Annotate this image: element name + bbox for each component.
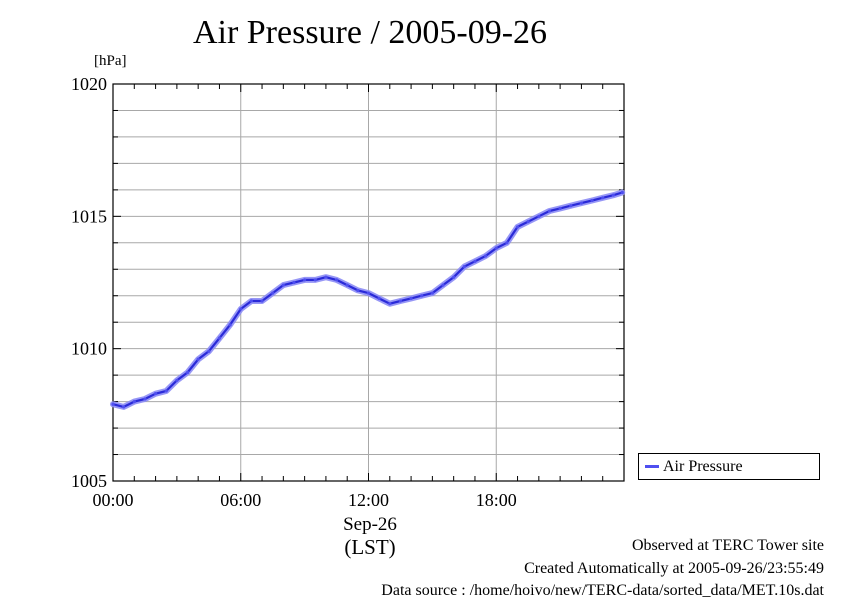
data-point (515, 225, 520, 229)
data-point (281, 283, 285, 287)
data-point (175, 378, 179, 383)
data-point (601, 196, 605, 200)
data-point (260, 299, 264, 303)
x-tick-label: 12:00 (348, 490, 389, 510)
data-point (313, 278, 317, 282)
data-point (505, 241, 509, 245)
data-point (324, 275, 328, 279)
data-point (430, 291, 434, 295)
x-tick-label: 00:00 (92, 490, 133, 510)
data-point (303, 278, 307, 282)
data-point (249, 299, 253, 303)
data-point (462, 265, 466, 269)
data-point (345, 283, 349, 287)
data-point (473, 259, 477, 263)
y-tick-label: 1010 (71, 339, 107, 359)
data-point (143, 397, 147, 401)
data-point (452, 275, 456, 279)
x-axis-timezone: (LST) (344, 535, 396, 559)
footer-info: Observed at TERC Tower site Created Auto… (381, 535, 824, 603)
data-point (207, 349, 211, 353)
data-point (441, 283, 445, 287)
data-point (164, 389, 168, 393)
footer-created: Created Automatically at 2005-09-26/23:5… (524, 559, 824, 577)
data-point (132, 400, 136, 404)
data-point (334, 278, 339, 282)
y-tick-label: 1020 (71, 74, 107, 94)
data-point (420, 294, 424, 298)
chart-title: Air Pressure / 2005-09-26 (192, 14, 548, 51)
data-point (366, 291, 371, 295)
data-point (111, 402, 115, 406)
data-point (558, 206, 562, 210)
data-point (388, 302, 392, 306)
data-point (228, 323, 232, 327)
data-point (271, 291, 275, 295)
legend-line-swatch (645, 465, 659, 468)
footer-observed: Observed at TERC Tower site (631, 537, 824, 554)
y-tick-label: 1015 (71, 206, 107, 226)
data-point (377, 296, 381, 300)
x-tick-label: 18:00 (476, 490, 517, 510)
data-point (590, 198, 594, 203)
data-point (484, 254, 488, 258)
legend: Air Pressure (638, 453, 820, 480)
data-point (537, 214, 541, 218)
x-axis-date: Sep-26 (343, 514, 397, 535)
plot-frame (112, 83, 625, 482)
data-point (398, 299, 403, 303)
data-point (153, 392, 158, 396)
data-point (239, 307, 243, 311)
data-point (185, 370, 190, 375)
data-point (620, 190, 624, 195)
y-axis-unit-label: [hPa] (94, 53, 127, 69)
data-point (579, 201, 584, 205)
legend-label: Air Pressure (663, 457, 743, 475)
footer-source: Data source : /home/hoivo/new/TERC-data/… (381, 582, 824, 599)
data-point (569, 204, 573, 208)
data-point (611, 193, 615, 197)
data-point (292, 280, 296, 285)
data-point (217, 336, 222, 340)
data-point (356, 288, 360, 293)
data-point (122, 405, 126, 409)
data-point (547, 209, 552, 213)
data-point (196, 357, 200, 361)
x-axis-date-label: Sep-26 (LST) (290, 514, 450, 558)
data-point (494, 246, 498, 250)
data-point (409, 296, 413, 300)
x-tick-label: 06:00 (220, 490, 261, 510)
y-tick-label: 1005 (71, 471, 107, 491)
data-point (526, 220, 530, 224)
